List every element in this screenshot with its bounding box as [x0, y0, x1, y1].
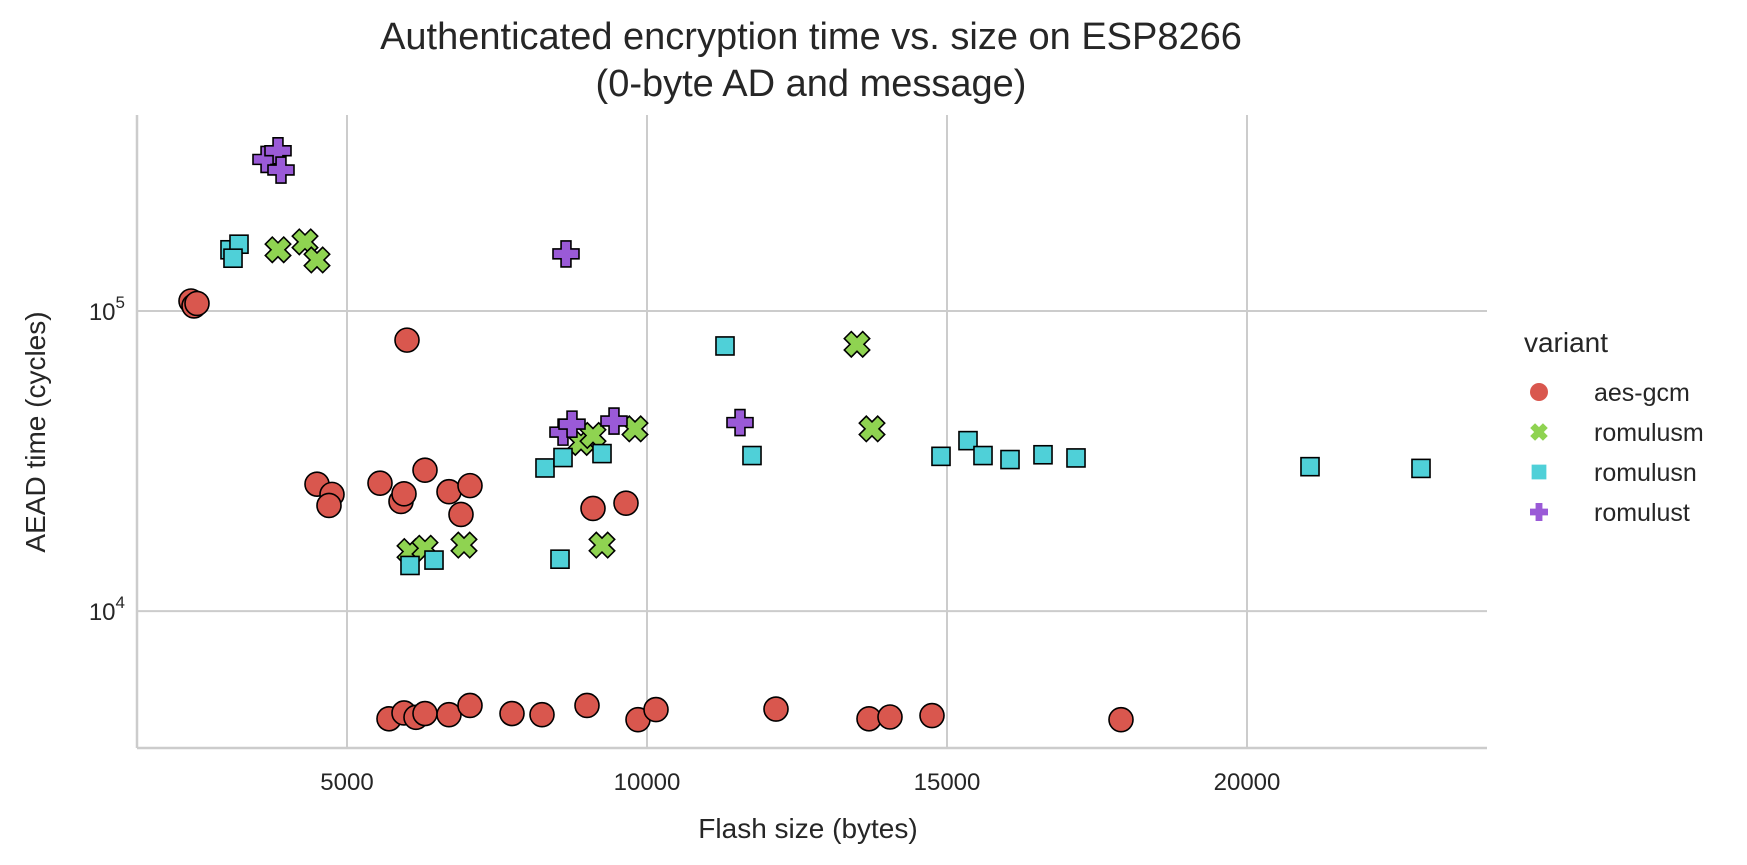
aes-gcm-point [184, 290, 210, 317]
romulusn-point [223, 248, 243, 269]
legend-label: romulusn [1594, 459, 1697, 487]
romulusn-point [973, 445, 993, 466]
aes-gcm-point [529, 701, 555, 728]
romulust-point [726, 408, 754, 437]
aes-gcm-point [613, 490, 639, 516]
series-romulusm [264, 228, 886, 566]
legend-title: variant [1524, 327, 1608, 358]
x-tick-label: 20000 [1214, 769, 1281, 796]
romulusm-point [303, 246, 331, 274]
aes-gcm-point [877, 704, 903, 730]
legend-marker-romulusm [1530, 423, 1548, 441]
romulusm-point [579, 421, 607, 450]
legend-item-romulust: romulust [1530, 499, 1690, 527]
y-tick-label: 104 [89, 593, 125, 626]
romulusn-point [535, 458, 555, 478]
romulusn-point [742, 445, 762, 466]
romulusm-point [264, 235, 292, 264]
aes-gcm-point [919, 702, 945, 729]
y-tick-label: 105 [89, 293, 125, 326]
aes-gcm-point [436, 701, 462, 728]
series-aes-gcm [178, 288, 1134, 733]
aes-gcm-point [436, 478, 462, 505]
legend-item-romulusm: romulusm [1530, 419, 1704, 447]
aes-gcm-point [457, 472, 483, 499]
romulusn-point [1411, 458, 1431, 479]
romulusm-point [621, 415, 649, 443]
series-romulusn [220, 234, 1431, 576]
romulusm-point [588, 531, 616, 559]
chart-title: Authenticated encryption time vs. size o… [380, 16, 1242, 58]
aes-gcm-point [580, 495, 606, 522]
aes-gcm-point [1108, 706, 1134, 733]
x-axis-label: Flash size (bytes) [698, 813, 917, 844]
romulusn-point [400, 555, 420, 576]
romulusn-point [553, 447, 573, 468]
legend-marker-aes-gcm [1530, 383, 1548, 401]
x-tick-label: 10000 [614, 769, 681, 796]
y-tick-labels: 104 105 [89, 293, 125, 626]
aes-gcm-point [394, 327, 420, 353]
axis-spines [135, 115, 1487, 750]
romulusm-point [450, 531, 478, 559]
romulusn-point [931, 446, 951, 467]
legend-item-romulusn: romulusn [1531, 459, 1697, 487]
legend-label: romulusm [1594, 419, 1704, 447]
aes-gcm-point [391, 481, 417, 507]
x-tick-label: 15000 [914, 769, 981, 796]
romulust-point [600, 407, 628, 435]
chart-subtitle: (0-byte AD and message) [596, 63, 1027, 105]
x-tick-labels: 5000 10000 15000 20000 [320, 769, 1280, 796]
romulusn-point [958, 430, 978, 451]
romulust-point [558, 410, 586, 438]
data-points [178, 136, 1431, 733]
legend-item-aes-gcm: aes-gcm [1530, 379, 1690, 407]
romulust-point [552, 240, 580, 268]
series-romulust [252, 136, 754, 446]
aes-gcm-point [763, 696, 789, 722]
aes-gcm-point [367, 470, 393, 496]
aes-gcm-point [412, 700, 438, 727]
romulusn-point [424, 550, 444, 570]
romulusn-point [1300, 456, 1320, 477]
aes-gcm-point [574, 692, 600, 719]
romulust-point [267, 156, 295, 184]
aes-gcm-point [499, 700, 525, 727]
legend-label: aes-gcm [1594, 379, 1690, 407]
aes-gcm-point [457, 692, 483, 719]
aes-gcm-point [448, 501, 474, 528]
y-axis-label: AEAD time (cycles) [20, 311, 51, 552]
romulusn-point [592, 443, 612, 464]
romulusn-point [715, 336, 735, 356]
legend-marker-romulusn [1531, 464, 1547, 480]
x-tick-label: 5000 [320, 769, 373, 796]
grid-layer [137, 115, 1487, 748]
romulusn-point [1000, 449, 1020, 470]
aes-gcm-point [412, 457, 438, 483]
aes-gcm-point [316, 492, 342, 519]
romulusm-point [858, 415, 886, 443]
aes-gcm-point [643, 696, 669, 723]
legend-label: romulust [1594, 499, 1690, 527]
romulusn-point [1033, 444, 1053, 465]
legend: variant aes-gcm romulusm romulusn romulust [1524, 327, 1704, 527]
romulusn-point [1066, 448, 1086, 468]
romulusn-point [550, 549, 570, 570]
romulusm-point [843, 330, 871, 359]
legend-marker-romulust [1530, 503, 1548, 521]
